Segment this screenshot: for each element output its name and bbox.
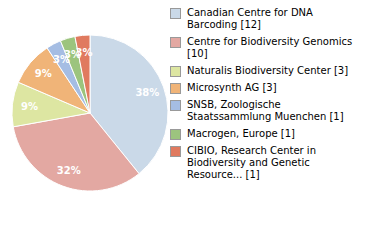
svg-text:3%: 3% <box>53 53 71 65</box>
svg-text:9%: 9% <box>35 68 52 79</box>
html-text:SNSB, Zoologische Staatssammlu: SNSB, Zoologische Staatssammlung Muenche… <box>187 99 344 122</box>
html-text:Naturalis Biodiversity Center: Naturalis Biodiversity Center [3] <box>187 65 349 76</box>
html-text:Canadian Centre for DNA Barcod: Canadian Centre for DNA Barcoding [12] <box>187 7 313 30</box>
svg-text:3%: 3% <box>76 47 93 58</box>
html-text:Macrogen, Europe [1]: Macrogen, Europe [1] <box>187 128 295 139</box>
html-text:Microsynth AG [3]: Microsynth AG [3] <box>187 82 277 93</box>
svg-text:32%: 32% <box>57 165 81 176</box>
svg-text:9%: 9% <box>21 101 38 112</box>
html-text:CIBIO, Research Center in Biod: CIBIO, Research Center in Biodiversity a… <box>187 145 316 180</box>
html-text:Centre for Biodiversity Genomi: Centre for Biodiversity Genomics [10] <box>187 36 353 59</box>
svg-text:3%: 3% <box>64 49 81 61</box>
svg-text:38%: 38% <box>135 87 159 98</box>
